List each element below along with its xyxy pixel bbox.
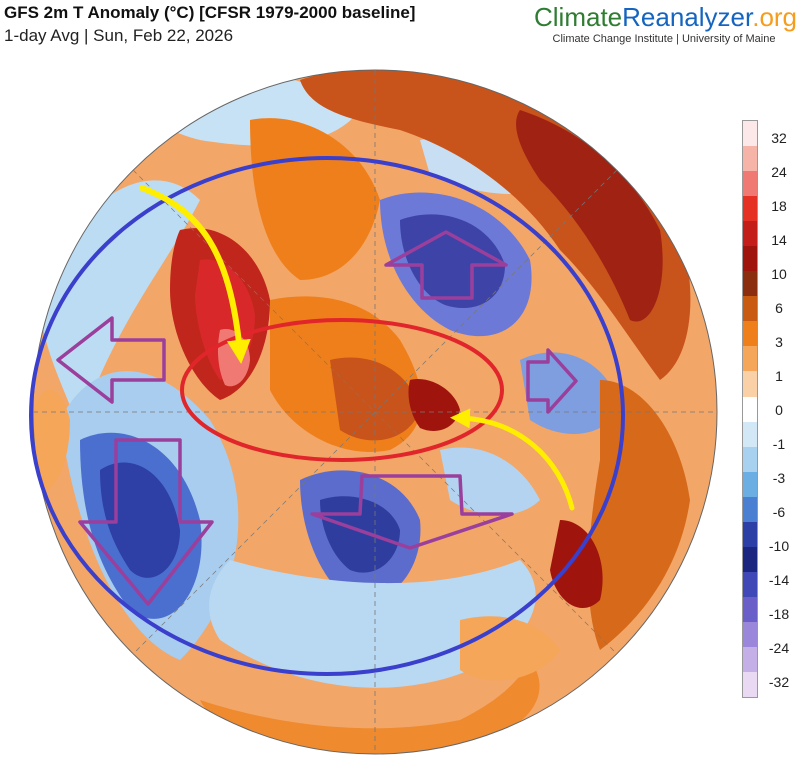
colorbar-swatch <box>743 496 757 522</box>
colorbar <box>742 120 758 698</box>
colorbar-label: 24 <box>771 164 787 180</box>
colorbar-label: -18 <box>768 606 790 622</box>
globe-field <box>33 70 717 754</box>
grid-line-diagonal-2 <box>132 169 618 655</box>
colorbar-label: -1 <box>772 436 786 452</box>
colorbar-label: 18 <box>771 198 787 214</box>
colorbar-swatch <box>743 596 757 622</box>
brand-logo[interactable]: ClimateReanalyzer.org <box>534 2 798 32</box>
brand-logo-part2: Reanalyzer <box>622 2 753 32</box>
colorbar-swatch <box>743 171 757 197</box>
colorbar-swatch <box>743 246 757 272</box>
colorbar-swatch <box>743 546 757 572</box>
colorbar-label: 32 <box>771 130 787 146</box>
colorbar-label: 14 <box>771 232 787 248</box>
colorbar-swatch <box>743 371 757 397</box>
colorbar-swatch <box>743 346 757 372</box>
colorbar-swatch <box>743 571 757 597</box>
yellow-flow-arrow-1 <box>139 185 251 364</box>
inner-annotation-ellipse <box>180 318 504 462</box>
colorbar-swatch <box>743 421 757 447</box>
colorbar-label: 0 <box>775 402 783 418</box>
colorbar-swatch <box>743 121 757 147</box>
colorbar-label: -24 <box>768 640 790 656</box>
arrow-down-left-outline <box>78 438 214 606</box>
colorbar-swatch <box>743 446 757 472</box>
colorbar-label: -3 <box>772 470 786 486</box>
colorbar-swatch <box>743 321 757 347</box>
colorbar-label: 6 <box>775 300 783 316</box>
colorbar-swatch <box>743 621 757 647</box>
brand-block[interactable]: ClimateReanalyzer.org Climate Change Ins… <box>534 2 798 45</box>
colorbar-swatch <box>743 521 757 547</box>
colorbar-swatch <box>743 196 757 222</box>
brand-logo-part3: .org <box>752 2 798 32</box>
colorbar-swatch <box>743 221 757 247</box>
colorbar-swatch <box>743 471 757 497</box>
colorbar-label: -32 <box>768 674 790 690</box>
colorbar-label: 1 <box>775 368 783 384</box>
arrow-down-outline <box>310 474 514 550</box>
arrow-right-outline <box>526 348 578 414</box>
arrow-up-outline <box>384 230 508 300</box>
colorbar-swatch <box>743 296 757 322</box>
colorbar-label: -10 <box>768 538 790 554</box>
colorbar-swatch <box>743 672 757 698</box>
colorbar-swatch <box>743 271 757 297</box>
arrow-left-outline <box>56 316 166 404</box>
colorbar-swatch <box>743 646 757 673</box>
colorbar-labels: 32 24 18 14 10 6 3 1 0 -1 -3 -6 -10 -14 -18 -24 -32 <box>762 120 798 696</box>
colorbar-label: -6 <box>772 504 786 520</box>
map-title: GFS 2m T Anomaly (°C) [CFSR 1979-2000 ba… <box>4 3 416 22</box>
brand-tagline: Climate Change Institute | University of… <box>552 33 776 45</box>
colorbar-label: 3 <box>775 334 783 350</box>
colorbar-label: -14 <box>768 572 790 588</box>
outer-annotation-ellipse <box>29 156 625 676</box>
map-subtitle: 1-day Avg | Sun, Feb 22, 2026 <box>4 26 234 45</box>
colorbar-swatch <box>743 396 757 422</box>
yellow-flow-arrow-2 <box>450 408 575 511</box>
brand-logo-part1: Climate <box>534 2 623 32</box>
colorbar-label: 10 <box>771 266 787 282</box>
colorbar-swatch <box>743 146 757 172</box>
